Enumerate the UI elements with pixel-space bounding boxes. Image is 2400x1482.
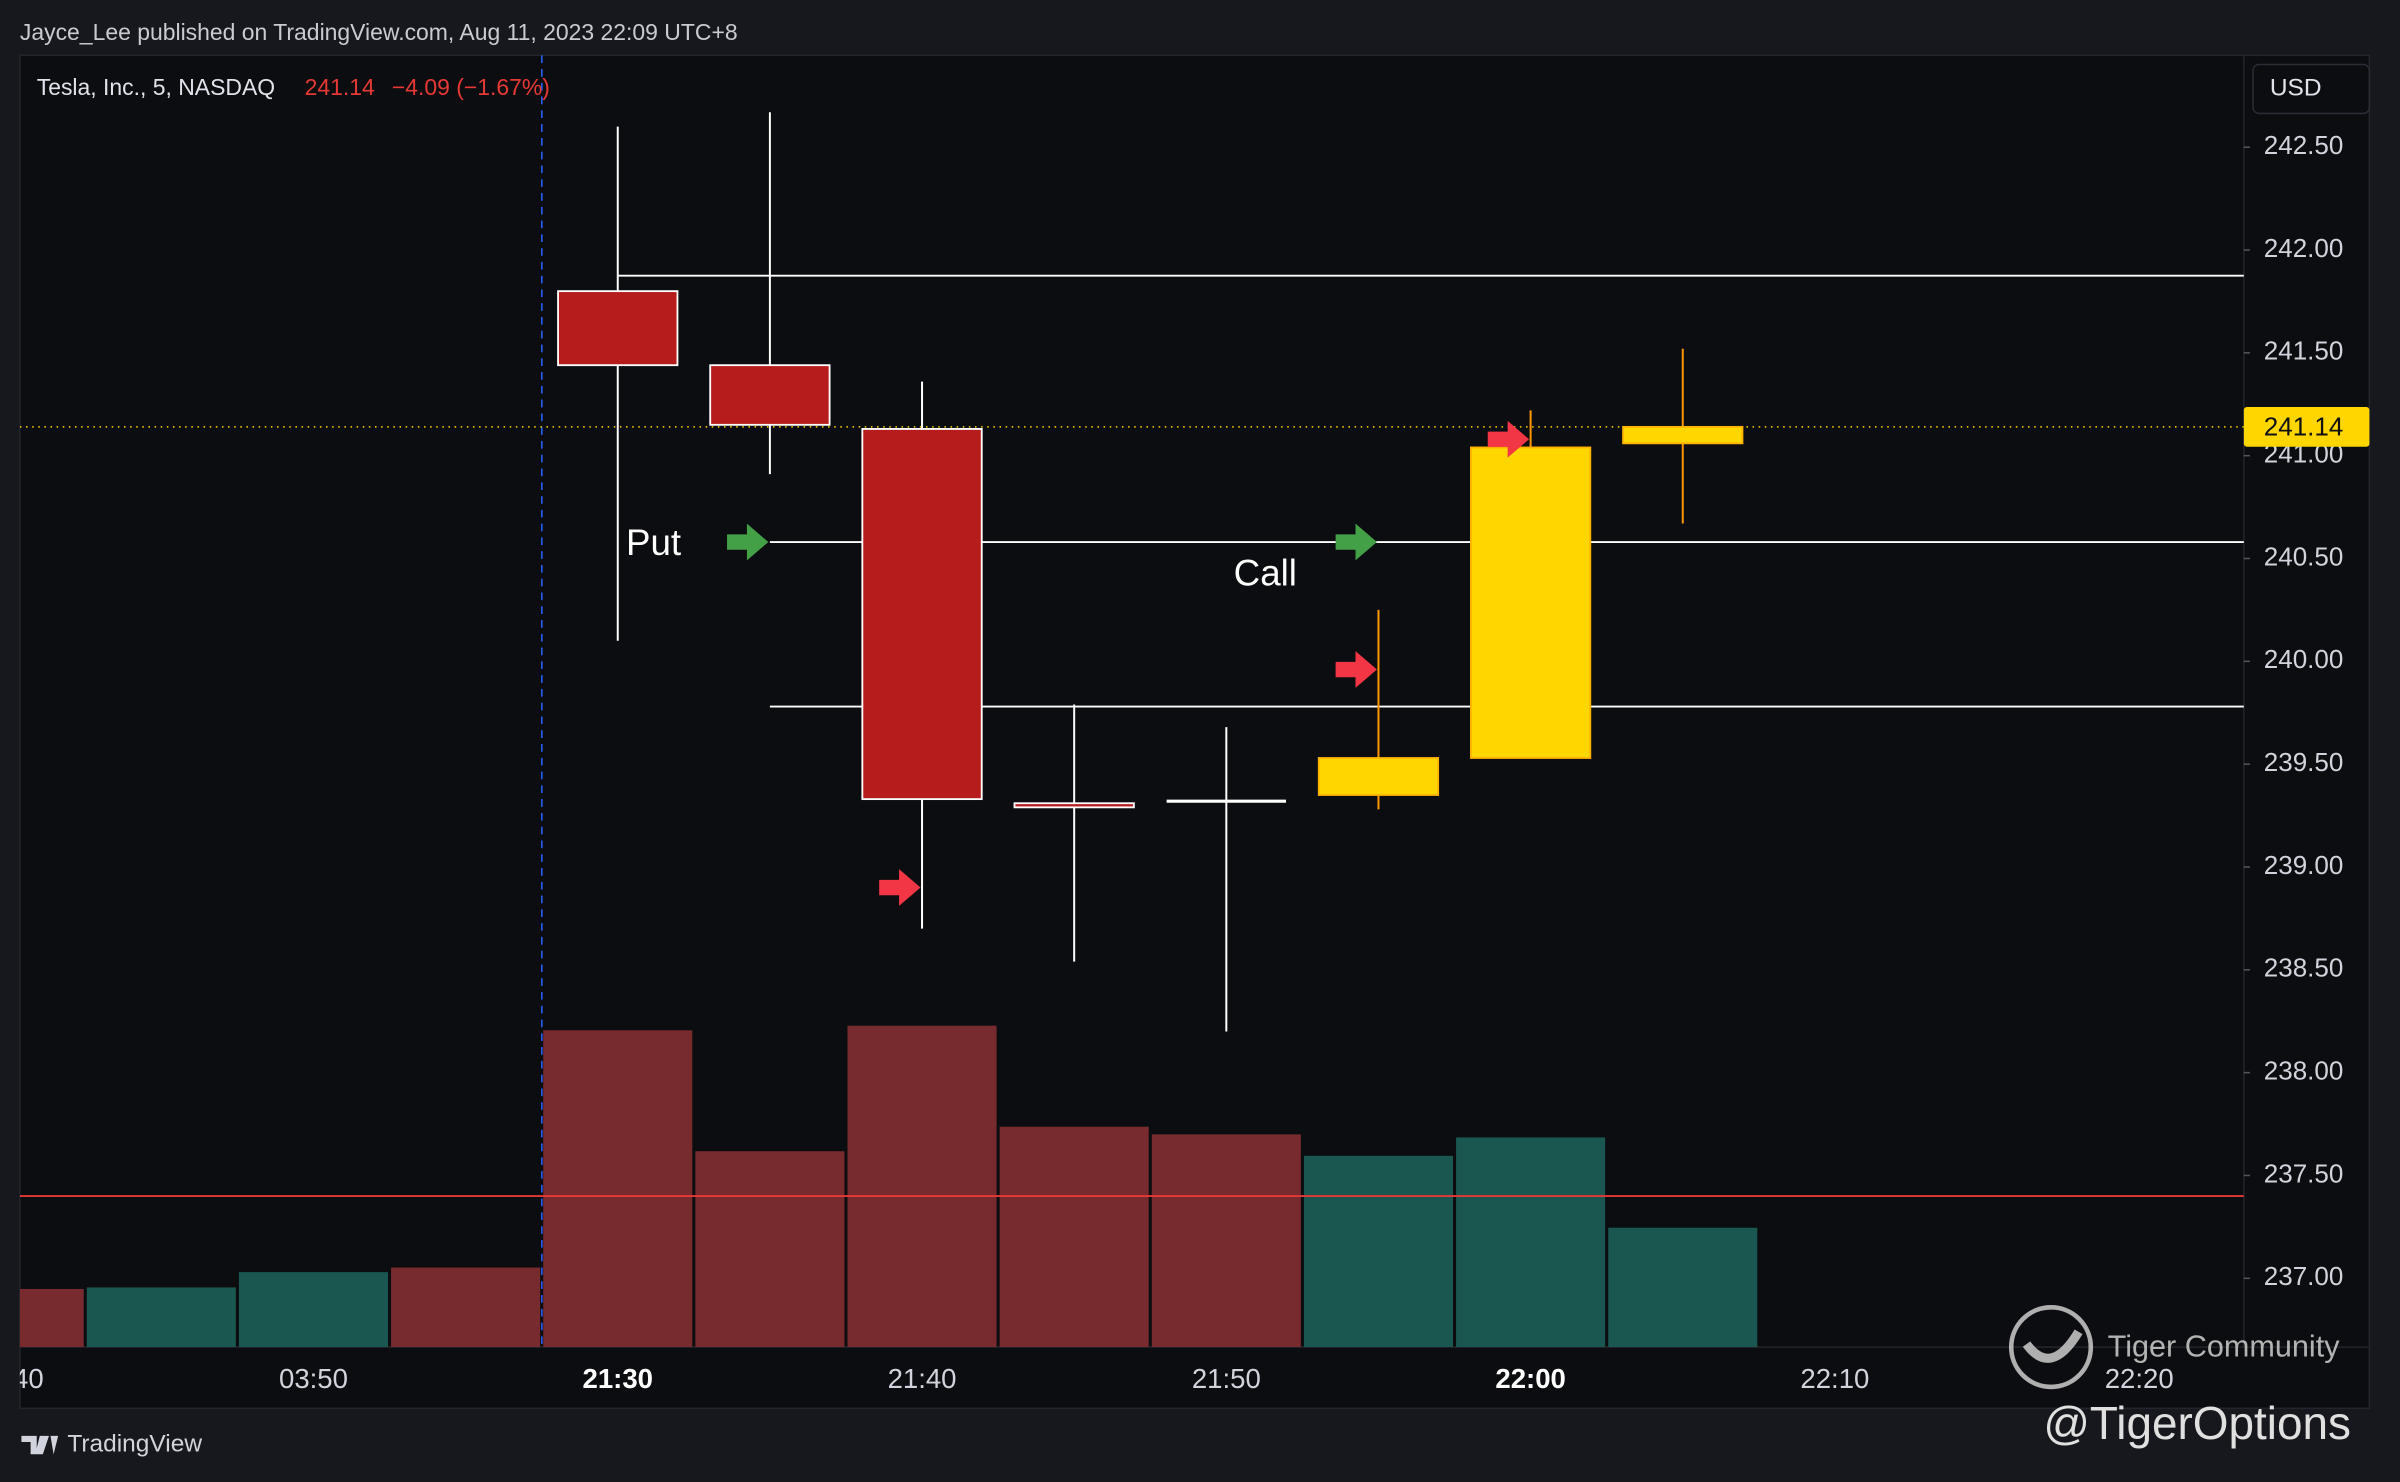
time-axis: 03:40 03:50 21:30 21:40 21:50 22:00 22:10 22:20: [0, 1363, 2174, 1394]
candle-body: [1469, 446, 1592, 759]
x-tick-label: 21:40: [888, 1363, 957, 1394]
watermark: Tiger Community: [2108, 1330, 2341, 1364]
volume-bar: [999, 1126, 1149, 1348]
y-tick-label: 239.50: [2264, 747, 2344, 777]
candle-body: [1622, 425, 1744, 445]
volume-bar: [1456, 1137, 1606, 1348]
y-tick-label: 242.00: [2264, 233, 2344, 263]
last-price: 241.14: [305, 74, 375, 100]
handle: @TigerOptions: [2043, 1397, 2351, 1449]
volume-bar: [1303, 1155, 1454, 1348]
y-tick-label: 242.50: [2264, 130, 2344, 160]
y-tick-label: 240.50: [2264, 541, 2344, 571]
plot: [19, 112, 2244, 1348]
y-tick-label: 237.50: [2264, 1158, 2344, 1188]
volume-bar: [238, 1272, 389, 1348]
x-tick-label: 21:50: [1192, 1363, 1261, 1394]
currency-button[interactable]: [2252, 63, 2371, 115]
x-tick-label: 22:00: [1495, 1363, 1565, 1394]
brand-logo: [21, 1435, 59, 1455]
y-tick-label: 241.50: [2264, 336, 2344, 366]
y-tick-label: 238.50: [2264, 953, 2344, 983]
last-price-label: 241.14: [2264, 411, 2344, 441]
y-tick-label: 239.00: [2264, 850, 2344, 880]
annotation: Call: [1234, 552, 1297, 593]
volume-bar: [1608, 1227, 1758, 1348]
annotation: Put: [626, 522, 681, 563]
candle-body: [709, 364, 831, 426]
watermark-logo: [2008, 1305, 2094, 1390]
y-tick-label: 238.00: [2264, 1056, 2344, 1086]
x-tick-label: 22:20: [2105, 1363, 2174, 1394]
volume-bar: [847, 1025, 997, 1348]
y-tick-label: 240.00: [2264, 644, 2344, 674]
change: −4.09 (−1.67%): [392, 74, 550, 100]
currency[interactable]: USD: [2270, 74, 2322, 101]
brand: TradingView: [67, 1431, 202, 1458]
volume-bar: [86, 1287, 236, 1348]
symbol: Tesla, Inc., 5, NASDAQ: [37, 74, 275, 100]
candle-body: [1013, 802, 1135, 809]
volume-bar: [391, 1267, 541, 1348]
signal-arrow: [727, 523, 769, 561]
volume-bar: [19, 1288, 84, 1348]
x-tick-label: 22:10: [1800, 1363, 1869, 1394]
signal-arrow: [879, 869, 921, 906]
publisher-line: Jayce_Lee published on TradingView.com, …: [20, 19, 738, 45]
volume-bar: [543, 1030, 693, 1348]
signal-arrow: [1335, 523, 1377, 561]
last-price-box: [2243, 406, 2370, 447]
volume-bar: [695, 1151, 845, 1348]
candle-body: [1317, 757, 1440, 796]
x-tick-label: 03:50: [279, 1363, 348, 1394]
signal-arrow: [1335, 651, 1377, 688]
volume-bar: [1151, 1134, 1301, 1348]
x-tick-label: 03:40: [0, 1363, 44, 1394]
candle-body: [557, 290, 679, 367]
candle-body: [861, 428, 983, 801]
signal-arrow: [1487, 420, 1530, 458]
x-tick-label: 21:30: [583, 1363, 653, 1394]
y-tick-label: 237.00: [2264, 1261, 2344, 1291]
